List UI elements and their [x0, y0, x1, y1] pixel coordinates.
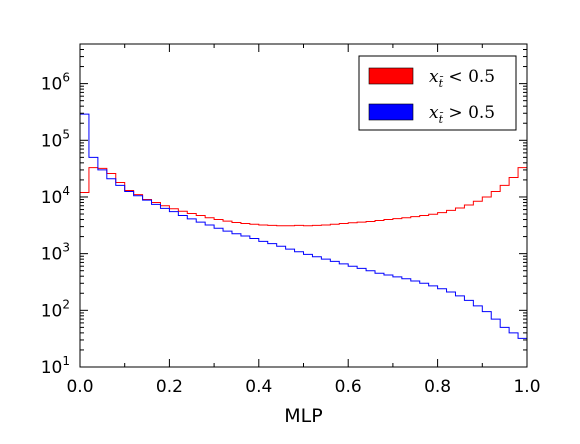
- y-tick-label: 102: [41, 297, 70, 321]
- y-tick-label: 103: [41, 241, 70, 265]
- x-tick-label: 0.2: [156, 377, 183, 397]
- x-axis-label: MLP: [284, 405, 322, 427]
- x-tick-label: 0.0: [66, 377, 93, 397]
- y-tick-label: 105: [41, 127, 70, 151]
- legend: xt̄ < 0.5 xt̄ > 0.5: [358, 55, 517, 131]
- y-tick-label: 104: [41, 184, 70, 208]
- x-tick-label: 0.8: [424, 377, 451, 397]
- y-tick-label: 106: [41, 71, 70, 95]
- legend-swatch: [368, 103, 414, 121]
- x-tick-label: 0.6: [335, 377, 362, 397]
- legend-swatch: [368, 67, 414, 85]
- series-layer: [79, 113, 528, 367]
- series-line-xt-gt-0-5: [79, 113, 528, 367]
- legend-label: xt̄ < 0.5: [429, 67, 495, 90]
- y-tick-label: 101: [41, 354, 70, 378]
- axes-layer: 0.0 0.2 0.4 0.6 0.8 1.0 101 102 103 104 105 106: [41, 43, 541, 397]
- x-tick-label: 0.4: [245, 377, 272, 397]
- legend-label: xt̄ > 0.5: [429, 103, 495, 126]
- x-tick-label: 1.0: [513, 377, 540, 397]
